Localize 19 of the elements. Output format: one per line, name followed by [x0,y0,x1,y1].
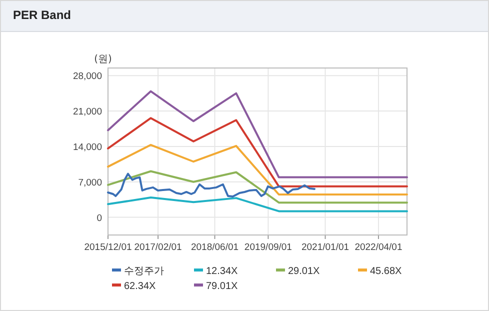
y-tick-label: 7,000 [78,177,102,188]
y-tick-label: 0 [96,212,102,224]
y-tick-label: 14,000 [72,142,102,153]
legend-label: 12.34X [206,266,238,277]
legend-label: 수정주가 [124,266,164,277]
y-tick-label: 21,000 [72,106,102,118]
x-tick-label: 2018/06/01 [190,242,239,253]
y-axis-title: (원) [94,54,112,65]
chart-title: PER Band [13,8,72,22]
x-tick-label: 2015/12/01 [84,242,132,253]
legend-label: 45.68X [370,266,402,277]
y-tick-label: 28,000 [72,71,102,82]
legend-label: 29.01X [288,266,320,277]
x-tick-label: 2021/01/01 [301,242,350,253]
x-tick-label: 2022/04/01 [354,242,402,253]
legend-label: 62.34X [124,281,156,292]
x-tick-label: 2019/09/01 [244,242,292,253]
legend-label: 79.01X [206,281,238,292]
x-tick-label: 2017/02/01 [134,242,182,253]
